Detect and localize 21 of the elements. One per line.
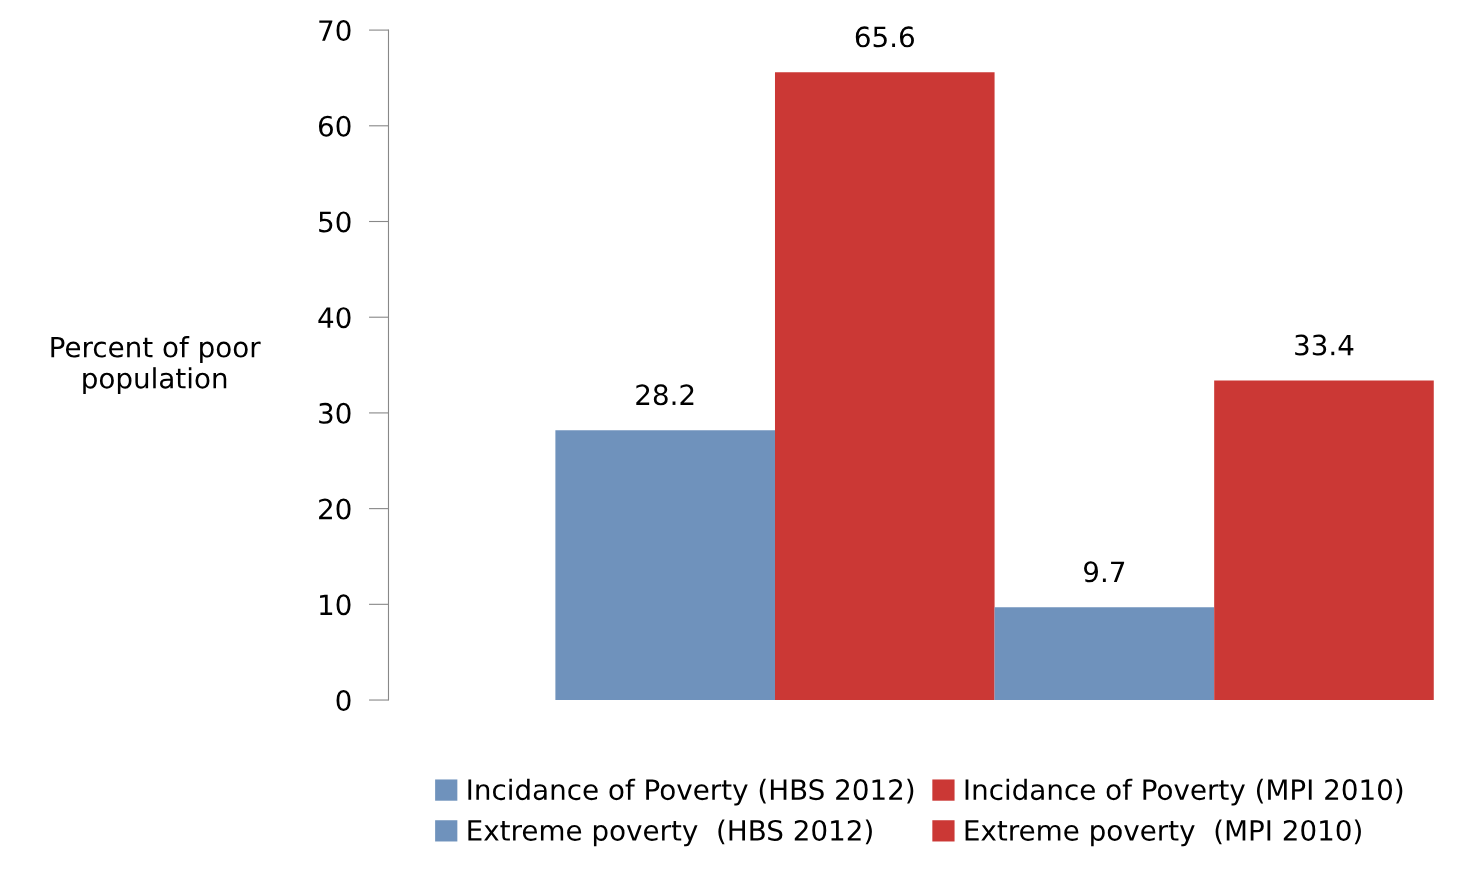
- y-tick-label: 0: [336, 689, 351, 711]
- y-tick-label: 30: [319, 402, 351, 424]
- data-label: 65.6: [855, 26, 914, 48]
- data-label: 9.7: [1084, 561, 1125, 583]
- y-tick-label: 70: [319, 20, 351, 42]
- y-tick-label: 10: [320, 594, 351, 616]
- y-tick-label: 20: [319, 498, 351, 520]
- y-tick-label: 40: [318, 307, 351, 329]
- bar: [994, 607, 1215, 701]
- data-label: 28.2: [636, 384, 694, 406]
- y-axis-title: Percent of poor population: [51, 336, 261, 395]
- legend-label: Extreme poverty (HBS 2012): [468, 819, 872, 847]
- data-label: 33.4: [1295, 334, 1354, 356]
- legend-label: Extreme poverty (MPI 2010): [965, 819, 1361, 847]
- legend-label: Incidance of Poverty (HBS 2012): [468, 778, 914, 806]
- legend-label: Incidance of Poverty (MPI 2010): [965, 778, 1403, 806]
- bar: [774, 72, 995, 701]
- y-tick-label: 60: [318, 115, 351, 137]
- y-tick-label: 50: [319, 211, 351, 233]
- bar: [555, 430, 775, 701]
- bar: [1214, 380, 1434, 701]
